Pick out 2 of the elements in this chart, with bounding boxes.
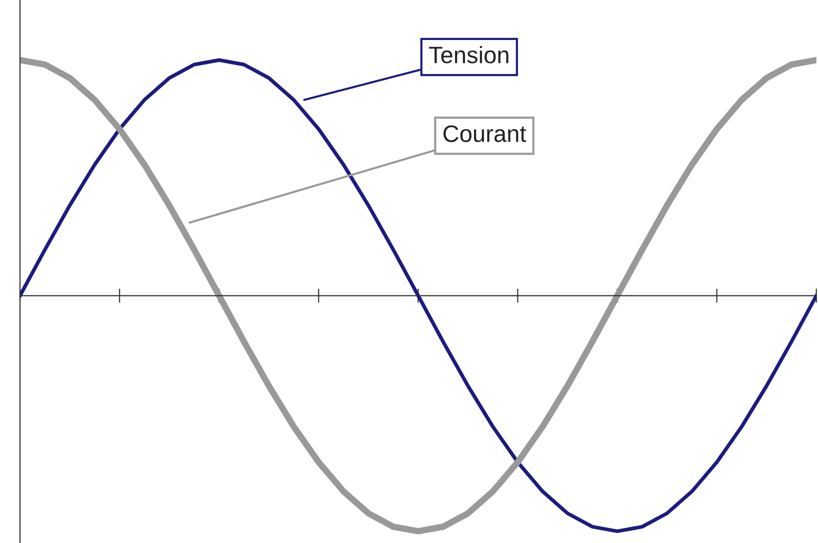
text: Tension — [428, 46, 508, 64]
text: Courant — [443, 125, 526, 142]
